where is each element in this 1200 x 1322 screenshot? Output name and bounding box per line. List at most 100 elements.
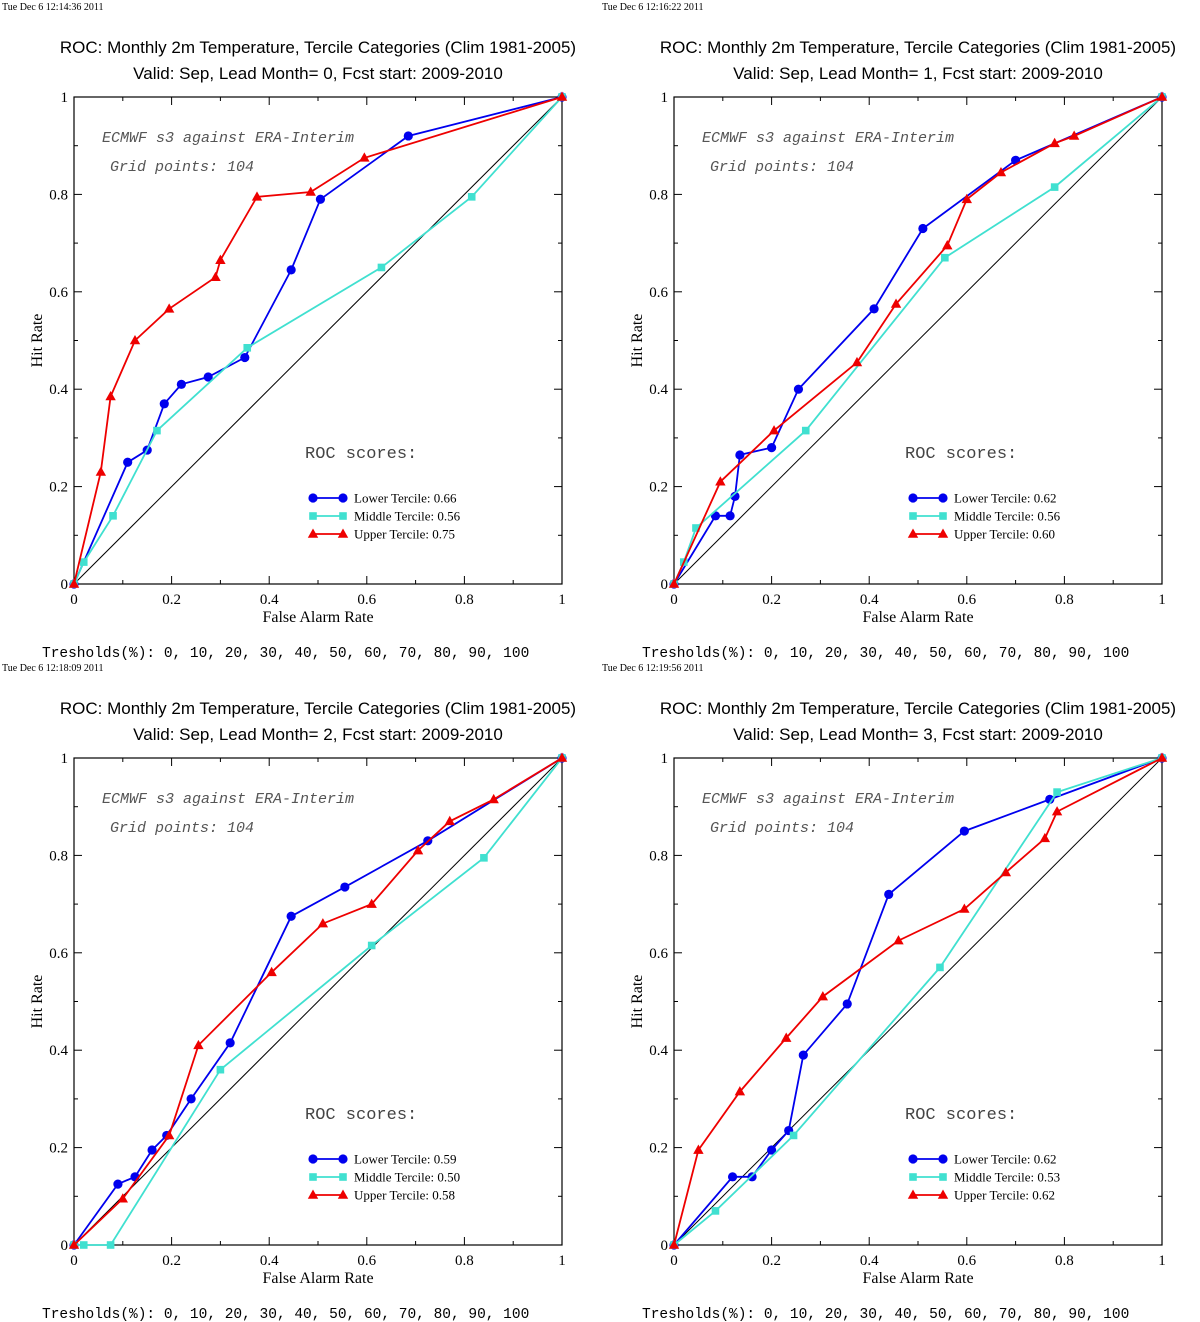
y-tick-label: 0.6	[49, 285, 68, 301]
data-point	[286, 911, 296, 921]
legend-marker	[309, 1173, 317, 1181]
data-point	[734, 1086, 746, 1096]
data-point	[1156, 752, 1168, 762]
series-upper-tercile	[668, 91, 1168, 588]
legend-marker	[908, 493, 918, 503]
no-skill-diagonal	[673, 757, 1163, 1246]
legend-marker	[338, 1154, 348, 1164]
legend-marker	[309, 512, 317, 520]
data-point	[359, 152, 370, 162]
chart-title: ROC: Monthly 2m Temperature, Tercile Cat…	[660, 38, 1176, 57]
legend-label: Lower Tercile: 0.62	[954, 491, 1056, 506]
legend-entry: Middle Tercile: 0.56	[309, 509, 461, 524]
legend-marker	[938, 493, 948, 503]
legend-marker	[939, 1173, 947, 1181]
data-point	[668, 1239, 680, 1249]
data-point	[210, 271, 221, 281]
y-tick-label: 0.2	[49, 1141, 68, 1157]
x-tick-label: 0.6	[957, 1253, 976, 1269]
legend-entry: Middle Tercile: 0.53	[909, 1170, 1060, 1185]
data-point	[68, 578, 80, 588]
timestamp-label: Tue Dec 6 12:16:22 2011	[602, 2, 703, 13]
data-point	[995, 166, 1007, 177]
data-point	[801, 426, 810, 435]
data-point	[305, 186, 316, 196]
thresholds-footer: Tresholds(%): 0, 10, 20, 30, 40, 50, 60,…	[42, 646, 529, 661]
legend-marker	[337, 528, 349, 538]
data-point	[767, 443, 777, 453]
data-point	[781, 1032, 792, 1042]
data-point	[377, 263, 386, 272]
data-point	[123, 457, 133, 467]
data-point	[444, 815, 455, 826]
roc-chart-svg: Tue Dec 6 12:19:56 2011 ROC: Monthly 2m T…	[602, 663, 1176, 1322]
y-tick-label: 0.6	[49, 946, 68, 962]
y-tick-label: 1	[61, 90, 69, 106]
data-point	[106, 1241, 115, 1249]
roc-panel-lead-1: Tue Dec 6 12:16:22 2011 ROC: Monthly 2m T…	[600, 0, 1200, 661]
roc-panel-lead-2: Tue Dec 6 12:18:09 2011 ROC: Monthly 2m T…	[0, 661, 600, 1322]
data-point	[817, 991, 829, 1001]
data-point	[890, 298, 902, 308]
x-tick-label: 0.4	[260, 1253, 279, 1269]
x-tick-label: 0.8	[1055, 592, 1074, 608]
data-point	[1050, 183, 1059, 191]
grid-points-annotation: Grid points: 104	[110, 820, 254, 837]
series-lower-tercile	[669, 753, 1167, 1250]
y-axis-label: Hit Rate	[629, 975, 646, 1029]
data-point	[109, 512, 117, 520]
x-tick-label: 0.6	[357, 592, 376, 608]
data-point	[893, 935, 904, 945]
x-tick-label: 1	[558, 1253, 566, 1269]
legend-label: Middle Tercile: 0.56	[954, 509, 1061, 524]
data-point	[556, 91, 568, 101]
data-point	[1053, 788, 1061, 796]
legend-title: ROC scores:	[305, 1106, 417, 1125]
y-tick-label: 0.4	[649, 382, 668, 398]
data-point	[467, 193, 476, 201]
legend-marker	[907, 1189, 919, 1199]
data-point	[251, 191, 263, 201]
series-upper-tercile	[68, 752, 568, 1249]
data-point	[117, 1193, 128, 1203]
data-point	[768, 425, 780, 435]
x-tick-label: 1	[558, 592, 566, 608]
x-tick-label: 0.6	[357, 1253, 376, 1269]
y-tick-label: 0.4	[49, 382, 68, 398]
data-point	[403, 131, 413, 141]
data-point	[147, 1145, 157, 1155]
no-skill-diagonal	[73, 757, 563, 1246]
y-tick-label: 0.6	[649, 946, 668, 962]
y-tick-label: 0.4	[649, 1043, 668, 1059]
data-point	[1156, 91, 1168, 101]
data-point	[79, 1241, 88, 1249]
data-point	[735, 450, 745, 460]
legend-title: ROC scores:	[905, 1106, 1017, 1125]
data-point	[842, 999, 852, 1009]
data-point	[176, 379, 186, 389]
data-point	[412, 845, 424, 855]
x-tick-label: 0.2	[162, 1253, 181, 1269]
y-tick-label: 0	[661, 1238, 669, 1254]
data-point	[68, 1239, 80, 1249]
data-point	[193, 1039, 204, 1050]
roc-panel-lead-3: Tue Dec 6 12:19:56 2011 ROC: Monthly 2m T…	[600, 661, 1200, 1322]
legend-label: Lower Tercile: 0.66	[354, 491, 457, 506]
legend-marker	[907, 528, 919, 538]
x-tick-label: 0.8	[455, 1253, 474, 1269]
data-point	[225, 1038, 235, 1048]
data-point	[798, 1050, 808, 1060]
legend-marker	[908, 1154, 918, 1164]
data-point	[884, 889, 894, 899]
y-tick-label: 0.4	[49, 1043, 68, 1059]
data-point	[936, 963, 944, 972]
data-point	[1068, 130, 1080, 140]
y-tick-label: 0.6	[649, 285, 668, 301]
legend-marker	[307, 1189, 319, 1199]
data-point	[1045, 794, 1055, 804]
y-tick-label: 0	[61, 577, 69, 593]
timestamp-label: Tue Dec 6 12:14:36 2011	[2, 2, 103, 13]
legend-marker	[337, 1189, 349, 1199]
y-tick-label: 0	[661, 577, 669, 593]
thresholds-footer: Tresholds(%): 0, 10, 20, 30, 40, 50, 60,…	[42, 1307, 529, 1322]
